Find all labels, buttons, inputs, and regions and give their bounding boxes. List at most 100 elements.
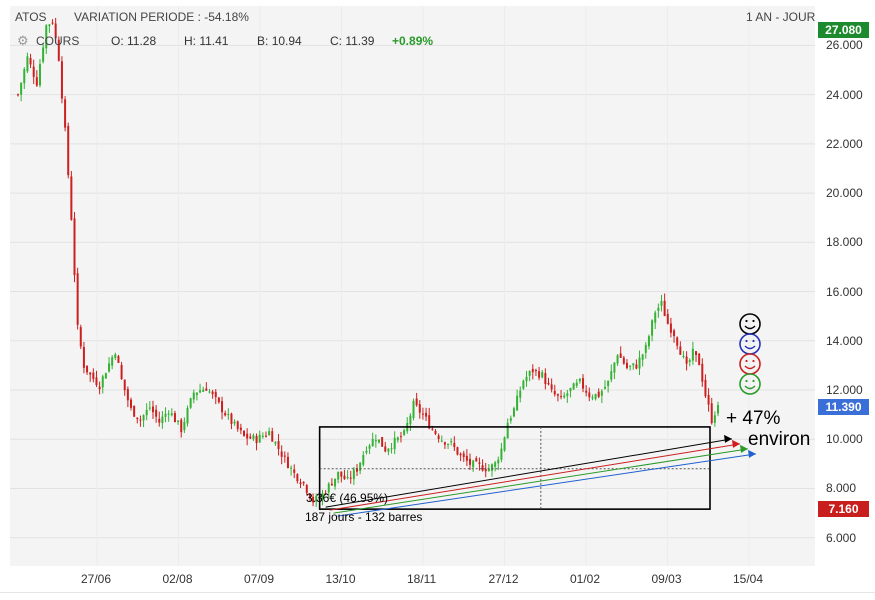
candle-body [597,391,600,397]
candle-body [330,483,333,486]
candle-body [481,465,484,471]
candle-body [368,445,371,449]
candle-body [459,453,462,456]
candle-body [349,477,352,479]
candle-body [142,415,145,421]
y-tick-label: 26.000 [826,38,863,53]
candle-body [92,372,95,379]
candle-body [123,379,126,391]
high-value: H: 11.41 [184,34,229,48]
candle-body [632,363,635,366]
candle-body [506,422,509,439]
candle-body [111,357,114,366]
candle-body [95,377,98,386]
candle-body [591,397,594,399]
candle-body [647,336,650,347]
candle-body [428,415,431,429]
candle-body [625,362,628,369]
y-tick-label: 14.000 [826,333,863,348]
candle-body [249,436,252,439]
candle-body [425,412,428,417]
smiley-face-icon [739,353,761,375]
candle-body [343,475,346,480]
candle-body [67,125,70,176]
candle-body [86,365,89,373]
series-label[interactable]: COURS [36,34,80,48]
candle-body [293,469,296,473]
candles [17,17,719,508]
candle-body [261,435,264,437]
candle-body [274,441,277,444]
candle-body [475,458,478,462]
candle-body [82,346,85,368]
candle-body [657,307,660,311]
candle-body [377,439,380,443]
candle-body [208,391,211,393]
candle-body [691,348,694,361]
candle-body [337,471,340,480]
candle-body [644,344,647,353]
smiley-eye [745,379,748,383]
candle-body [588,392,591,398]
candle-body [384,446,387,452]
candle-body [616,355,619,364]
candle-body [45,25,48,49]
candle-body [130,399,133,408]
gear-icon[interactable]: ⚙ [17,33,29,48]
candle-body [35,77,38,86]
candle-body [399,436,402,438]
candle-body [622,357,625,364]
candle-body [638,357,641,369]
trend-arrow-head [732,439,740,448]
candle-body [26,56,29,72]
candle-body [126,389,129,401]
candle-body [365,450,368,453]
candle-body [666,313,669,324]
trend-arrow-line [337,453,757,517]
candle-body [434,430,437,434]
x-tick-label: 13/10 [325,572,356,586]
period-selector[interactable]: 1 AN - JOUR [746,10,816,24]
smiley-eye [745,359,748,363]
candle-body [494,462,497,467]
candle-body [669,323,672,333]
measure-tool[interactable] [318,426,757,517]
candle-body [324,493,327,495]
candle-body [98,386,101,390]
candle-body [136,417,139,419]
candle-body [286,456,289,468]
candle-body [619,353,622,358]
x-tick-label: 01/02 [570,572,601,586]
candle-body [252,435,255,440]
candle-body [465,455,468,461]
plot-area[interactable] [10,6,815,566]
candle-body [713,415,716,423]
candle-body [503,437,506,451]
candle-body [299,482,302,485]
candle-body [155,409,158,417]
candle-body [255,435,258,444]
candle-body [327,483,330,493]
candle-body [484,468,487,472]
candle-body [663,300,666,317]
candle-body [600,391,603,396]
trend-arrow-line [329,443,741,511]
candle-body [651,320,654,336]
candle-body [462,453,465,458]
measure-value-label: 3.36€ (46.95%) [306,491,389,505]
candle-body [679,346,682,355]
candle-body [164,413,167,417]
y-tick-label: 22.000 [826,136,863,151]
candle-body [268,431,271,436]
candle-body [148,407,151,409]
smiley-mouth [744,365,756,370]
measure-duration-label: 187 jours - 132 barres [305,510,423,524]
smiley-eye [752,379,755,383]
candle-body [547,382,550,385]
candle-body [490,464,493,471]
candle-body [403,430,406,435]
candle-body [170,413,173,416]
candle-body [381,437,384,447]
candle-body [227,414,230,416]
